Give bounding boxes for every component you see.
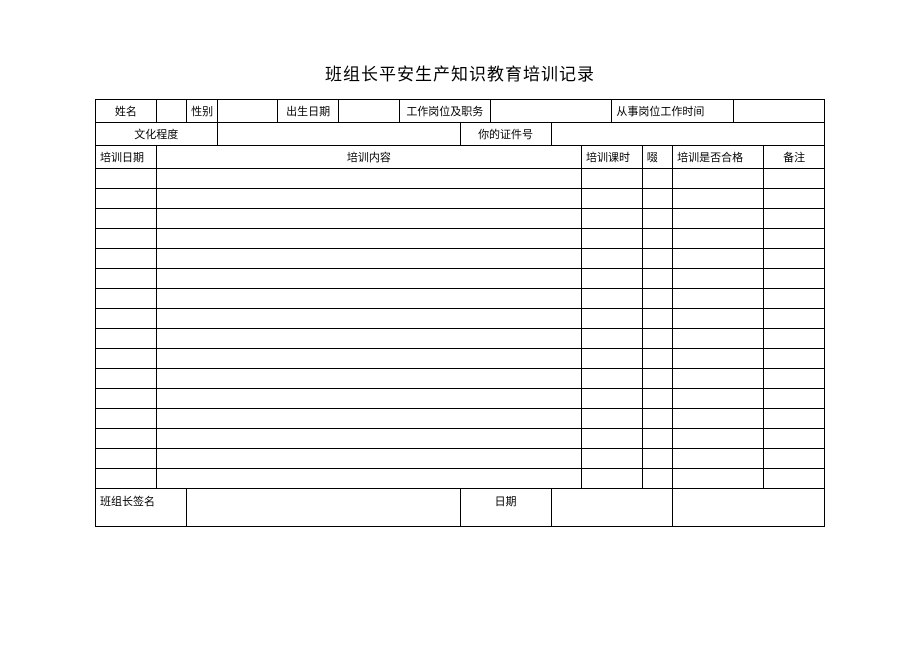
data-row [96,229,825,249]
data-row [96,289,825,309]
col-train-hours: 培训课时 [582,146,643,169]
footer-row: 班组长签名 日期 [96,489,825,527]
birthdate-value [339,100,400,123]
header-row-2: 文化程度 你的证件号 [96,123,825,146]
name-label: 姓名 [96,100,157,123]
education-label: 文化程度 [96,123,218,146]
data-row [96,449,825,469]
signature-label: 班组长签名 [96,489,187,527]
data-row [96,269,825,289]
data-row [96,169,825,189]
certificate-label: 你的证件号 [460,123,551,146]
footer-extra [673,489,825,527]
worktime-value [733,100,824,123]
position-value [490,100,612,123]
education-value [217,123,460,146]
birthdate-label: 出生日期 [278,100,339,123]
data-row [96,209,825,229]
certificate-value [551,123,824,146]
data-row [96,329,825,349]
col-train-date: 培训日期 [96,146,157,169]
column-header-row: 培训日期 培训内容 培训课时 啜 培训是否合格 备注 [96,146,825,169]
data-row [96,389,825,409]
date-label: 日期 [460,489,551,527]
worktime-label: 从事岗位工作时间 [612,100,734,123]
data-row [96,349,825,369]
data-row [96,429,825,449]
header-row-1: 姓名 性别 出生日期 工作岗位及职务 从事岗位工作时间 [96,100,825,123]
document-page: 班组长平安生产知识教育培训记录 姓名 性别 出生日期 工作岗位及职务 从事岗位工… [0,0,920,527]
data-row [96,409,825,429]
col-extra: 啜 [642,146,672,169]
date-value [551,489,673,527]
data-row [96,189,825,209]
data-row [96,309,825,329]
gender-label: 性别 [187,100,217,123]
col-remark: 备注 [764,146,825,169]
position-label: 工作岗位及职务 [399,100,490,123]
document-title: 班组长平安生产知识教育培训记录 [95,60,825,85]
training-record-table: 姓名 性别 出生日期 工作岗位及职务 从事岗位工作时间 文化程度 你的证件号 培… [95,99,825,527]
data-row [96,469,825,489]
data-row [96,369,825,389]
col-qualified: 培训是否合格 [673,146,764,169]
data-row [96,249,825,269]
signature-value [187,489,460,527]
col-train-content: 培训内容 [156,146,581,169]
name-value [156,100,186,123]
gender-value [217,100,278,123]
